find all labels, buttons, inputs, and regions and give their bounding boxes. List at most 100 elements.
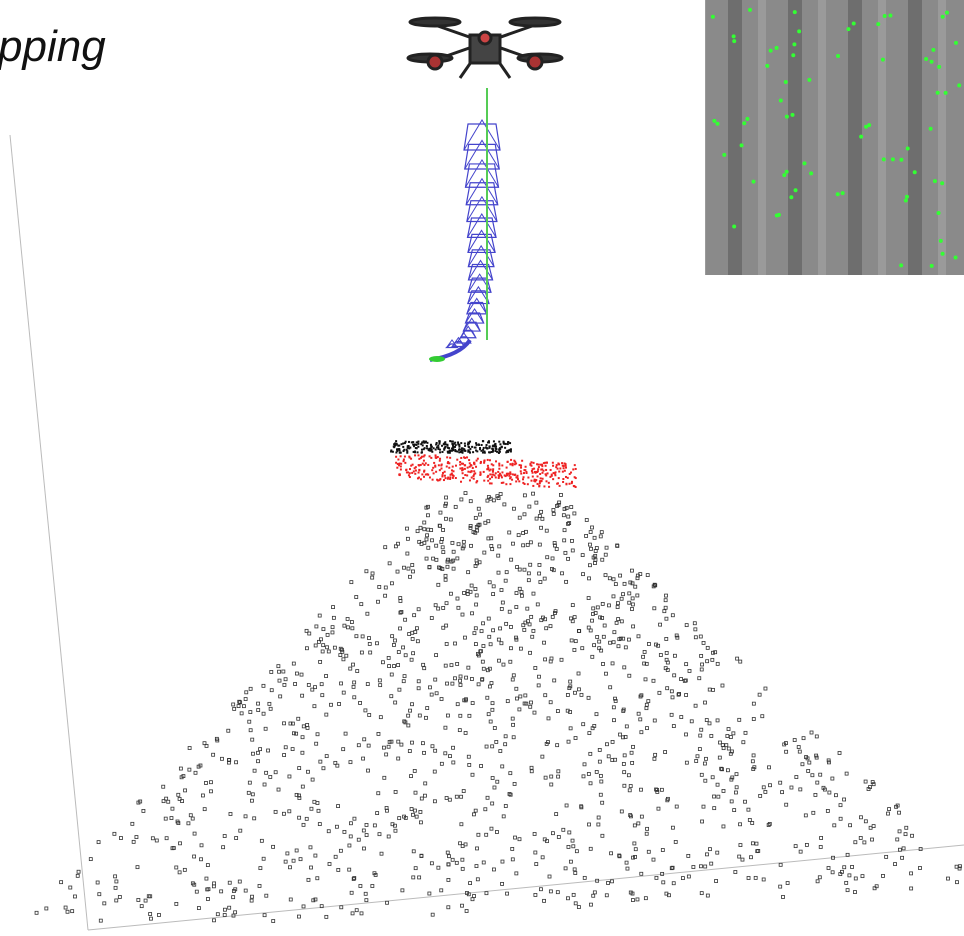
point: [489, 445, 491, 447]
point: [250, 799, 253, 802]
point: [377, 732, 380, 735]
point: [360, 912, 363, 915]
point: [193, 832, 196, 835]
point: [355, 596, 358, 599]
point: [910, 872, 913, 875]
point: [251, 793, 254, 796]
feature-dot: [899, 263, 903, 267]
point: [592, 894, 595, 897]
point: [223, 913, 226, 916]
point: [420, 464, 422, 466]
point: [301, 736, 304, 739]
point: [492, 464, 494, 466]
point: [537, 483, 539, 485]
point: [488, 442, 490, 444]
point: [509, 772, 512, 775]
point: [425, 557, 428, 560]
point: [547, 717, 550, 720]
point: [362, 757, 365, 760]
point: [541, 856, 544, 859]
point: [459, 464, 461, 466]
point: [415, 815, 418, 818]
point: [492, 451, 494, 453]
point: [604, 553, 607, 556]
point: [653, 719, 656, 722]
point: [76, 874, 79, 877]
point: [444, 578, 447, 581]
point: [637, 712, 640, 715]
point: [179, 842, 182, 845]
point: [843, 866, 846, 869]
point: [520, 467, 522, 469]
point: [534, 851, 537, 854]
point: [277, 665, 280, 668]
point: [206, 864, 209, 867]
point: [404, 462, 406, 464]
point: [346, 626, 349, 629]
point: [581, 554, 584, 557]
point: [191, 817, 194, 820]
point: [482, 622, 485, 625]
point: [395, 440, 397, 442]
point: [404, 456, 406, 458]
point: [564, 470, 566, 472]
point: [619, 574, 622, 577]
point: [672, 725, 675, 728]
point: [467, 451, 469, 453]
point: [387, 656, 390, 659]
point: [567, 740, 570, 743]
point: [698, 677, 701, 680]
point: [407, 447, 409, 449]
point: [434, 604, 437, 607]
point: [492, 593, 495, 596]
point: [509, 625, 512, 628]
point: [491, 745, 494, 748]
point: [551, 832, 554, 835]
feature-dot: [803, 161, 807, 165]
feature-dot: [836, 192, 840, 196]
point: [511, 542, 514, 545]
point: [474, 627, 477, 630]
point: [873, 887, 876, 890]
point: [495, 445, 497, 447]
point: [325, 915, 328, 918]
point: [587, 772, 590, 775]
point: [462, 477, 464, 479]
point: [362, 829, 365, 832]
point: [485, 447, 487, 449]
feature-dot: [929, 127, 933, 131]
point: [460, 481, 462, 483]
point: [522, 482, 524, 484]
point: [503, 443, 505, 445]
point: [573, 648, 576, 651]
point: [529, 463, 531, 465]
point: [444, 752, 447, 755]
point: [351, 912, 354, 915]
point: [288, 866, 291, 869]
point: [381, 661, 384, 664]
point: [351, 627, 354, 630]
drone: [408, 18, 562, 78]
point: [565, 580, 568, 583]
point: [421, 441, 423, 443]
point: [362, 847, 365, 850]
point: [462, 545, 465, 548]
point: [379, 684, 382, 687]
point: [573, 868, 576, 871]
point: [713, 795, 716, 798]
point: [637, 822, 640, 825]
point: [144, 899, 147, 902]
point: [432, 467, 434, 469]
point: [414, 791, 417, 794]
point: [423, 521, 426, 524]
point: [734, 870, 737, 873]
point: [412, 652, 415, 655]
point: [665, 617, 668, 620]
point: [526, 607, 529, 610]
point: [338, 702, 341, 705]
point: [497, 571, 500, 574]
point: [558, 463, 560, 465]
point: [460, 442, 462, 444]
point: [435, 454, 437, 456]
point: [592, 607, 595, 610]
